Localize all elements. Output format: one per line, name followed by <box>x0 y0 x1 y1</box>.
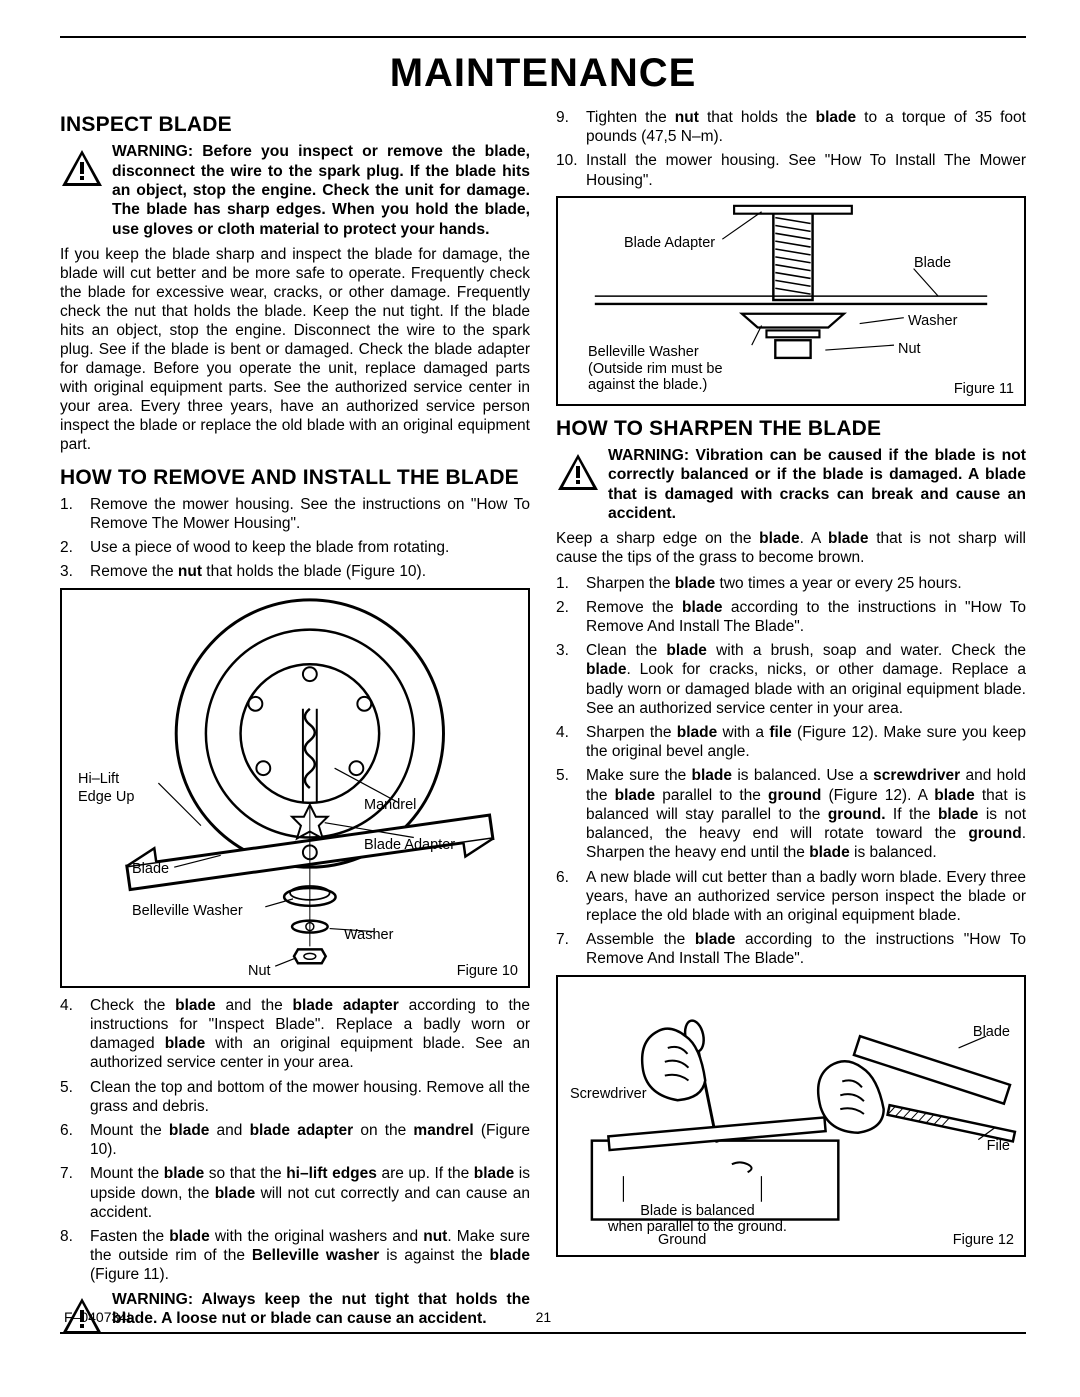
step-item: Remove the mower housing. See the instru… <box>60 495 530 533</box>
sharpen-body: Keep a sharp edge on the blade. A blade … <box>556 529 1026 567</box>
page-footer: F–040734L 21 <box>60 1309 1026 1327</box>
fig11-label-blade-adapter: Blade Adapter <box>624 234 715 252</box>
heading-remove-install: HOW TO REMOVE AND INSTALL THE BLADE <box>60 465 530 491</box>
step-item: Clean the top and bottom of the mower ho… <box>60 1078 530 1116</box>
fig11-label-belleville: Belleville Washer (Outside rim must be a… <box>588 344 723 394</box>
warning-icon <box>556 452 600 497</box>
step-item: Make sure the blade is balanced. Use a s… <box>556 766 1026 862</box>
fig10-label-hilift: Hi–Lift Edge Up <box>78 770 134 806</box>
figure-11: Blade Adapter Blade Washer Nut Bellevill… <box>556 196 1026 406</box>
fig12-label-ground: Ground <box>658 1231 706 1249</box>
fig12-label-blade: Blade <box>973 1023 1010 1041</box>
fig10-label-washer: Washer <box>344 926 393 944</box>
fig10-label-blade: Blade <box>132 860 169 878</box>
warning-inspect-text: WARNING: Before you inspect or remove th… <box>112 142 530 239</box>
fig10-label-belleville: Belleville Washer <box>132 902 243 920</box>
step-item: Remove the blade according to the instru… <box>556 598 1026 636</box>
page-title: MAINTENANCE <box>60 48 1026 98</box>
fig11-caption: Figure 11 <box>954 380 1014 398</box>
step-item: A new blade will cut better than a badly… <box>556 868 1026 926</box>
fig12-caption: Figure 12 <box>953 1231 1014 1249</box>
step-item: Sharpen the blade two times a year or ev… <box>556 574 1026 593</box>
fig11-label-washer: Washer <box>908 312 957 330</box>
steps-remove-1-3: Remove the mower housing. See the instru… <box>60 495 530 582</box>
inspect-body: If you keep the blade sharp and inspect … <box>60 245 530 455</box>
fig10-label-blade-adapter: Blade Adapter <box>364 836 455 854</box>
fig10-label-mandrel: Mandrel <box>364 796 416 814</box>
step-item: Sharpen the blade with a file (Figure 12… <box>556 723 1026 761</box>
fig10-label-nut: Nut <box>248 962 271 980</box>
right-column: Tighten the nut that holds the blade to … <box>556 108 1026 1347</box>
step-item: Mount the blade and blade adapter on the… <box>60 1121 530 1159</box>
fig12-label-file: File <box>987 1137 1010 1155</box>
heading-sharpen: HOW TO SHARPEN THE BLADE <box>556 416 1026 442</box>
figure-12: Screwdriver Blade File Blade is balanced… <box>556 975 1026 1257</box>
step-item: Use a piece of wood to keep the blade fr… <box>60 538 530 557</box>
step-item: Remove the nut that holds the blade (Fig… <box>60 562 530 581</box>
left-column: INSPECT BLADE WARNING: Before you inspec… <box>60 108 530 1347</box>
step-item: Mount the blade so that the hi–lift edge… <box>60 1164 530 1222</box>
steps-remove-4-8: Check the blade and the blade adapter ac… <box>60 996 530 1285</box>
columns: INSPECT BLADE WARNING: Before you inspec… <box>60 108 1026 1347</box>
fig11-label-nut: Nut <box>898 340 921 358</box>
page-number: 21 <box>536 1309 552 1327</box>
warning-sharpen-text: WARNING: Vibration can be caused if the … <box>608 446 1026 523</box>
warning-icon <box>60 148 104 193</box>
fig10-caption: Figure 10 <box>457 962 518 980</box>
warning-sharpen: WARNING: Vibration can be caused if the … <box>556 446 1026 523</box>
step-item: Clean the blade with a brush, soap and w… <box>556 641 1026 718</box>
doc-number: F–040734L <box>64 1309 135 1327</box>
heading-inspect-blade: INSPECT BLADE <box>60 112 530 138</box>
figure-10: Hi–Lift Edge Up Mandrel Blade Adapter Bl… <box>60 588 530 988</box>
fig12-label-screwdriver: Screwdriver <box>570 1085 647 1103</box>
step-item: Tighten the nut that holds the blade to … <box>556 108 1026 146</box>
step-item: Check the blade and the blade adapter ac… <box>60 996 530 1073</box>
step-item: Install the mower housing. See "How To I… <box>556 151 1026 189</box>
warning-inspect: WARNING: Before you inspect or remove th… <box>60 142 530 239</box>
fig11-label-blade: Blade <box>914 254 951 272</box>
page-frame: MAINTENANCE INSPECT BLADE WARNING: Befor… <box>60 36 1026 1334</box>
step-item: Fasten the blade with the original washe… <box>60 1227 530 1285</box>
steps-remove-9-10: Tighten the nut that holds the blade to … <box>556 108 1026 190</box>
steps-sharpen: Sharpen the blade two times a year or ev… <box>556 574 1026 969</box>
step-item: Assemble the blade according to the inst… <box>556 930 1026 968</box>
